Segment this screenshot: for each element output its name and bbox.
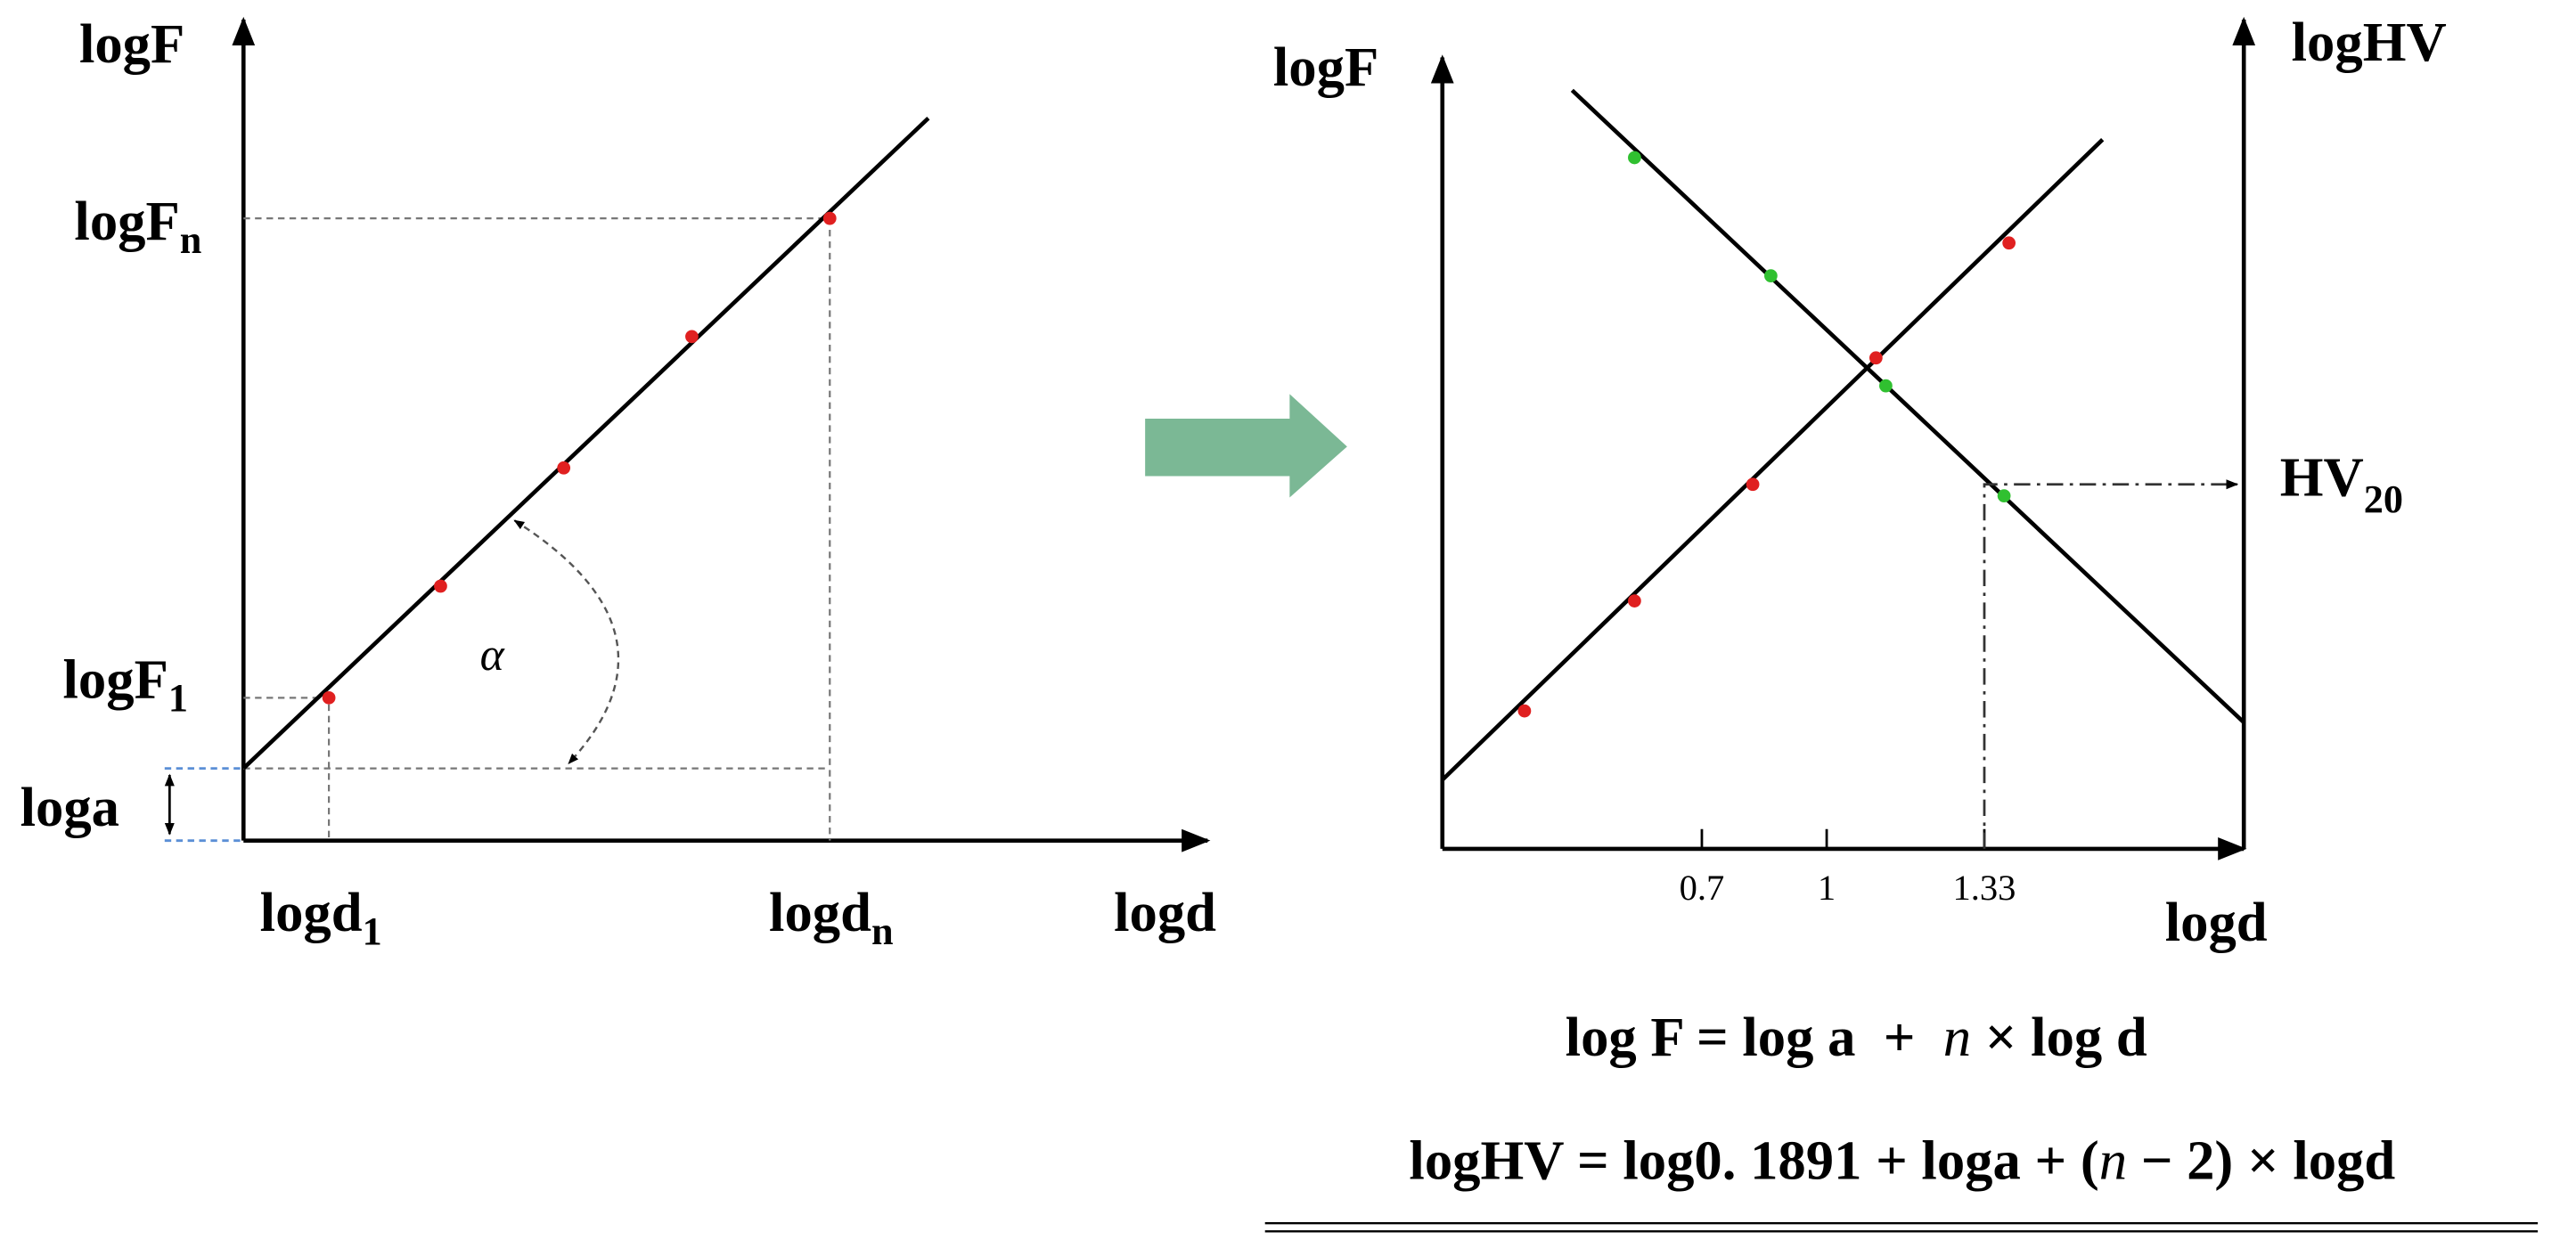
formula-part: logHV = log0. 1891 + loga + ( bbox=[1409, 1129, 2098, 1191]
points bbox=[322, 211, 837, 705]
hv20-label: HV20 bbox=[2280, 446, 2403, 521]
point bbox=[1997, 489, 2011, 502]
label-base: logF bbox=[74, 190, 179, 252]
right-diagram: logF logHV HV20 0.7 1 1.33 logd bbox=[1273, 11, 2447, 953]
tick-label: 1 bbox=[1818, 868, 1836, 908]
fit-line bbox=[241, 117, 930, 771]
formula-var: n bbox=[1943, 1006, 1971, 1068]
left-diagram: logF logFn logF1 loga logd1 logdn logd α bbox=[20, 12, 1217, 953]
intercept-guides bbox=[164, 767, 244, 843]
label-sub: 1 bbox=[363, 909, 382, 953]
formula-var: n bbox=[2099, 1129, 2127, 1191]
y-axis-label: logF bbox=[1273, 36, 1378, 98]
point bbox=[822, 211, 837, 225]
y-axis-label: logF bbox=[79, 12, 184, 75]
point bbox=[557, 461, 571, 475]
logd1-label: logd1 bbox=[260, 881, 382, 953]
transition-arrow bbox=[1145, 394, 1347, 498]
formula: logHV = log0. 1891 + loga + (n − 2) × lo… bbox=[1409, 1129, 2395, 1191]
tick-label: 1.33 bbox=[1953, 868, 2016, 908]
point bbox=[685, 330, 699, 344]
logfn-label: logFn bbox=[74, 190, 201, 262]
formula: log F = log a + n × log d bbox=[1566, 1006, 2147, 1068]
label-sub: n bbox=[180, 218, 202, 262]
point bbox=[1746, 477, 1760, 492]
angle-label: α bbox=[480, 630, 505, 681]
point bbox=[2002, 236, 2016, 250]
hardness-line bbox=[1570, 88, 2245, 724]
formula-part: − 2) × logd bbox=[2127, 1129, 2395, 1191]
hardness-points bbox=[1628, 151, 2011, 502]
loga-label: loga bbox=[20, 776, 119, 838]
label-base: logF bbox=[63, 648, 168, 710]
y2-axis-label: logHV bbox=[2292, 11, 2447, 73]
point bbox=[1764, 269, 1778, 283]
angle-arc bbox=[513, 519, 620, 764]
point bbox=[1628, 594, 1641, 608]
label-base: logd bbox=[260, 881, 363, 943]
label-sub: 1 bbox=[168, 676, 188, 720]
x-axis-label: logd bbox=[1114, 881, 1216, 943]
logdn-label: logdn bbox=[769, 881, 894, 953]
point bbox=[1517, 704, 1532, 718]
label-sub: 20 bbox=[2364, 477, 2403, 521]
point bbox=[434, 579, 447, 593]
force-line bbox=[1441, 138, 2105, 782]
label-base: logF bbox=[79, 12, 184, 75]
force-points bbox=[1517, 236, 2016, 718]
tick-marks bbox=[1700, 828, 1986, 849]
point bbox=[1879, 379, 1893, 393]
formula-part: × log d bbox=[1971, 1006, 2147, 1068]
x-axis-label: logd bbox=[2165, 891, 2268, 953]
tick-label: 0.7 bbox=[1680, 868, 1725, 908]
formulas: log F = log a + n × log d logHV = log0. … bbox=[1264, 1006, 2539, 1233]
point bbox=[1628, 151, 1641, 165]
label-sub: n bbox=[871, 909, 894, 953]
logf1-label: logF1 bbox=[63, 648, 188, 720]
label-base: HV bbox=[2280, 446, 2364, 509]
formula-part: log F = log a + bbox=[1566, 1006, 1943, 1068]
hv20-guide bbox=[1983, 479, 2239, 849]
point bbox=[322, 690, 336, 705]
point bbox=[1869, 351, 1883, 365]
double-rule bbox=[1264, 1221, 2539, 1233]
label-base: logd bbox=[769, 881, 871, 943]
guide-lines bbox=[243, 217, 831, 841]
